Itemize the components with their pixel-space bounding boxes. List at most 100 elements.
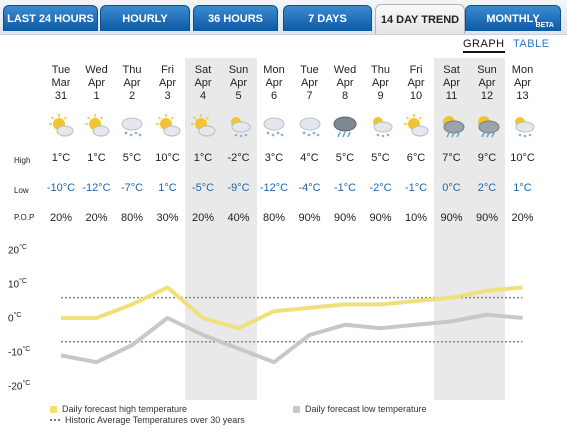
low-value: -10°C: [46, 182, 76, 194]
pop-value: 90%: [369, 212, 392, 224]
tab-label: 7 DAYS: [308, 12, 347, 25]
sun-cloud-icon: [84, 114, 110, 138]
day-header: Mon Apr 6: [256, 64, 292, 103]
day-mon: Apr: [229, 77, 248, 89]
day-dow: Wed: [333, 64, 357, 76]
y-tick-unit: °C: [22, 346, 31, 353]
high-value: 1°C: [51, 152, 71, 164]
pop-value: 10%: [404, 212, 428, 224]
day-header: Wed Apr 8: [327, 64, 363, 103]
tab-label: 14 DAY TREND: [380, 13, 460, 26]
snow-icon: [119, 114, 145, 138]
legend-avg-swatch: [50, 419, 60, 421]
day-dow: Fri: [161, 64, 174, 76]
day-header: Sun Apr 12: [469, 64, 505, 103]
pop-value: 20%: [85, 212, 108, 224]
pop-value: 90%: [475, 212, 499, 224]
high-value: -2°C: [227, 152, 250, 164]
day-dow: Sun: [228, 64, 249, 76]
day-header: Tue Mar 31: [43, 64, 79, 103]
legend-high: Daily forecast high temperature: [50, 404, 187, 414]
day-header: Sat Apr 11: [434, 64, 470, 103]
y-tick-unit: °C: [19, 244, 27, 251]
day-mon: Apr: [513, 77, 532, 89]
high-value: 10°C: [155, 152, 180, 164]
rain-cloud-icon: [332, 114, 358, 138]
pop-value: 40%: [227, 212, 250, 224]
day-mon: Apr: [265, 77, 283, 89]
forecast-tab-bar: LAST 24 HOURS HOURLY 36 HOURS 7 DAYS 14 DAY …: [0, 0, 567, 34]
day-date: 4: [199, 90, 207, 102]
sun-cloud-icon: [48, 114, 74, 138]
day-date: 12: [480, 90, 494, 102]
day-date: 3: [164, 90, 171, 102]
row-label-pop: P.O.P: [14, 213, 35, 222]
table-toggle[interactable]: TABLE: [513, 38, 550, 50]
legend-low: Daily forecast low temperature: [293, 404, 427, 414]
tab-last-24-hours[interactable]: LAST 24 HOURS: [3, 5, 98, 31]
sun-cloud-icon: [403, 114, 429, 138]
day-mon: Apr: [442, 77, 461, 89]
tab-monthly[interactable]: MONTHLY BETA: [465, 5, 561, 31]
pop-value: 90%: [298, 212, 321, 224]
day-mon: Apr: [478, 77, 496, 89]
y-tick-label: -20°C: [8, 380, 30, 392]
pop-value: 20%: [191, 212, 215, 224]
beta-badge: BETA: [535, 22, 554, 29]
high-value: 9°C: [477, 152, 497, 164]
day-mon: Apr: [123, 77, 141, 89]
y-tick-value: 20: [8, 245, 20, 257]
legend-low-label: Daily forecast low temperature: [305, 404, 427, 414]
day-date: 11: [445, 90, 458, 102]
y-tick-label: 10°C: [8, 278, 27, 290]
high-value: 1°C: [87, 152, 106, 164]
low-value: -1°C: [333, 182, 357, 194]
day-header: Fri Apr 3: [150, 64, 186, 103]
tab-hourly[interactable]: HOURLY: [100, 5, 190, 31]
y-tick-label: 0°C: [8, 312, 21, 324]
low-value: -4°C: [298, 182, 321, 194]
low-value: -1°C: [404, 182, 428, 194]
sun-cloud-snow-icon: [368, 114, 394, 138]
day-date: 2: [128, 90, 136, 102]
day-mon: Mar: [51, 77, 71, 89]
legend-high-label: Daily forecast high temperature: [62, 404, 188, 414]
day-mon: Apr: [87, 77, 106, 89]
tab-7-days[interactable]: 7 DAYS: [283, 5, 372, 31]
day-dow: Mon: [263, 64, 285, 76]
high-value: 5°C: [335, 152, 355, 164]
sun-rain-icon: [439, 114, 465, 138]
sun-cloud-icon: [190, 114, 216, 138]
day-date: 31: [54, 90, 68, 102]
pop-value: 20%: [511, 212, 534, 224]
day-mon: Apr: [371, 77, 390, 89]
row-label-low: Low: [14, 186, 29, 195]
day-header: Thu Apr 9: [363, 64, 399, 103]
y-tick-unit: °C: [22, 380, 31, 387]
low-value: -12°C: [82, 182, 111, 194]
y-tick-label: -10°C: [8, 346, 30, 358]
y-tick-value: 0: [8, 313, 14, 325]
day-dow: Mon: [511, 64, 534, 76]
snow-icon: [261, 114, 287, 138]
legend-avg: Historic Average Temperatures over 30 ye…: [50, 415, 245, 425]
tab-label: 36 HOURS: [207, 12, 264, 25]
y-tick-unit: °C: [19, 278, 27, 285]
pop-value: 90%: [440, 212, 463, 224]
day-date: 8: [341, 90, 349, 102]
pop-value: 80%: [262, 212, 286, 224]
tab-14-day-trend[interactable]: 14 DAY TREND: [375, 4, 465, 34]
high-value: 3°C: [264, 152, 284, 164]
tab-36-hours[interactable]: 36 HOURS: [193, 5, 278, 31]
graph-toggle[interactable]: GRAPH: [463, 38, 505, 53]
legend-high-swatch: [50, 405, 57, 413]
legend-low-swatch: [293, 405, 300, 413]
low-value: 1°C: [158, 182, 177, 194]
low-value: 2°C: [477, 182, 497, 194]
sun-cloud-snow-icon: [510, 114, 536, 138]
y-tick-value: 10: [8, 279, 20, 291]
y-tick-value: -10: [8, 347, 23, 359]
day-dow: Thu: [122, 64, 142, 76]
pop-value: 90%: [333, 212, 357, 224]
